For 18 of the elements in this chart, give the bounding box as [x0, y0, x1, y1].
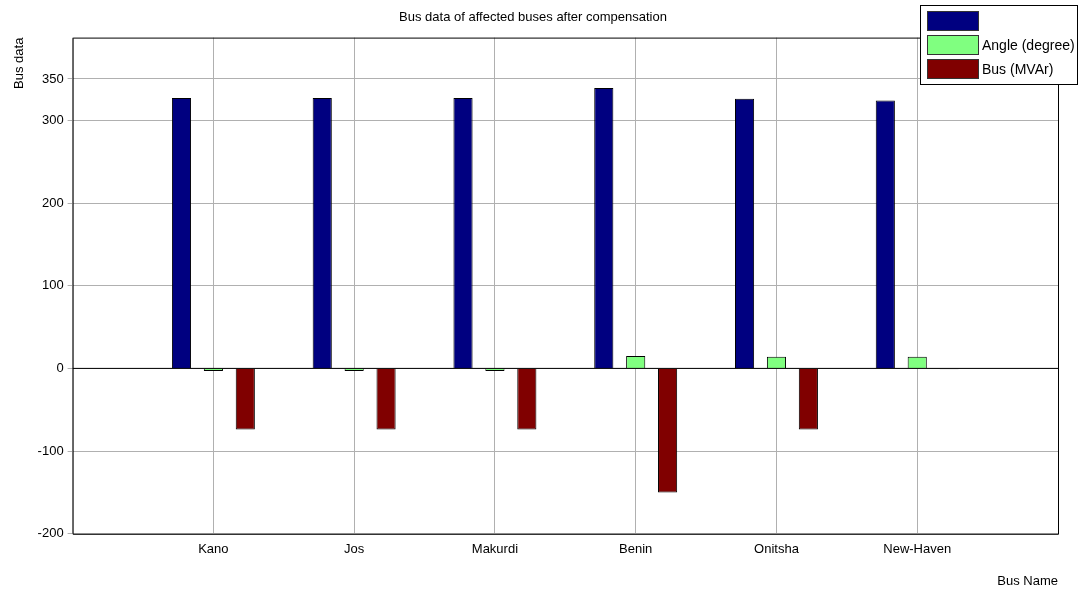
x-tick-label: Kano — [198, 541, 229, 557]
x-tick-label: Makurdi — [471, 541, 519, 557]
chart-title: Bus data of affected buses after compensation — [399, 9, 667, 25]
x-axis-title: Bus Name — [997, 572, 1058, 588]
y-tick-label: 200 — [41, 194, 64, 210]
x-tick-label: Benin — [619, 541, 653, 557]
x-tick-label: New-Haven — [883, 541, 952, 557]
y-axis-title: Bus data — [11, 36, 27, 89]
y-tick-label: 0 — [56, 359, 64, 375]
y-tick-label: 300 — [41, 111, 64, 127]
legend-label: Angle (degree) — [982, 36, 1075, 53]
y-tick-label: -100 — [37, 442, 64, 458]
x-tick-label: Onitsha — [754, 541, 800, 557]
y-tick-label: 100 — [41, 277, 64, 293]
legend-label: Bus (MVAr) — [982, 60, 1054, 77]
y-tick-label: 350 — [41, 70, 64, 86]
x-tick-label: Jos — [344, 541, 365, 557]
y-tick-label: -200 — [37, 525, 64, 541]
